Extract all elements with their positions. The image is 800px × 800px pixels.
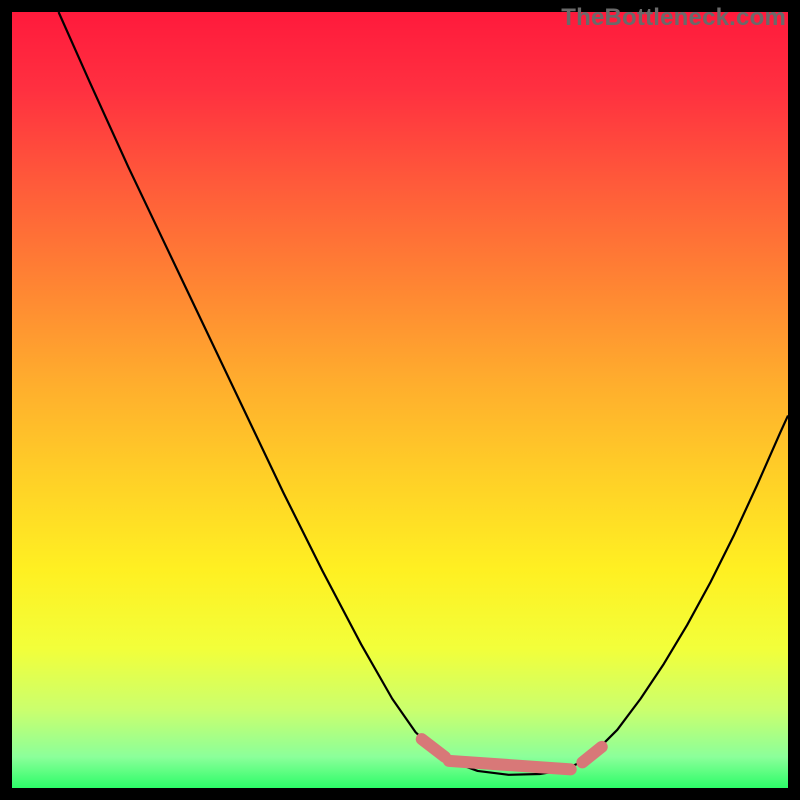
plot-area [12, 12, 788, 788]
chart-stage: TheBottleneck.com [0, 0, 800, 800]
watermark-text: TheBottleneck.com [561, 4, 786, 32]
chart-svg [12, 12, 788, 788]
